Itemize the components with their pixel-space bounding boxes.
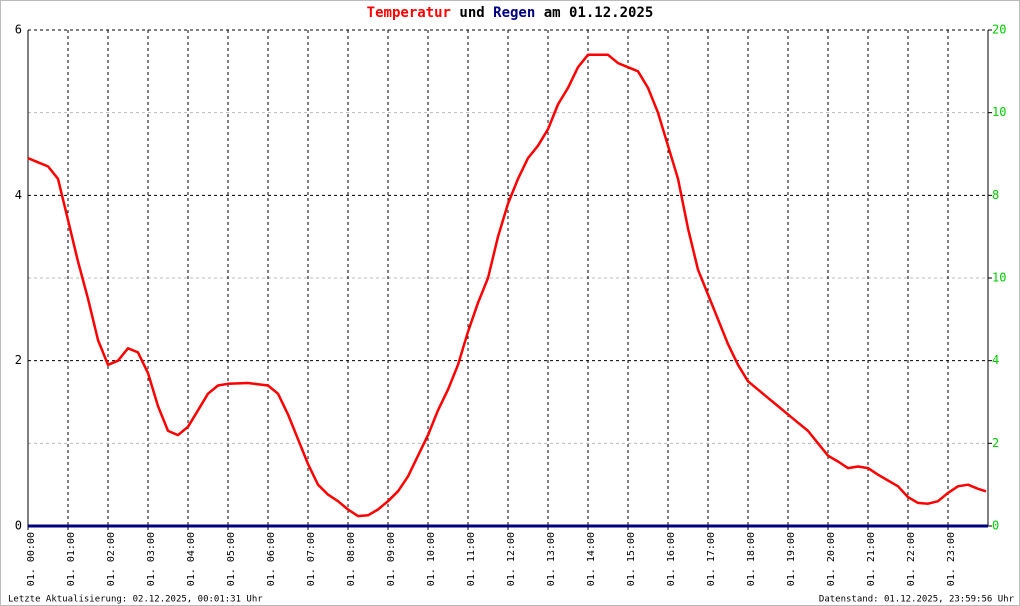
x-tick-label: 01. 12:00 [506,532,517,586]
footer-right: Datenstand: 01.12.2025, 23:59:56 Uhr [819,595,1015,605]
x-tick-label: 01. 04:00 [186,532,197,586]
x-tick-label: 01. 02:00 [106,532,117,586]
x-tick-label: 01. 15:00 [626,532,637,586]
x-tick-label: 01. 16:00 [666,532,677,586]
x-tick-label: 01. 09:00 [386,532,397,586]
y2-tick-label: 2 [992,436,999,450]
x-tick-label: 01. 03:00 [146,532,157,586]
y2-tick-label: 8 [992,188,999,202]
y-tick-label: 2 [15,353,22,367]
x-tick-label: 01. 05:00 [226,532,237,586]
y-tick-label: 4 [15,188,22,202]
y2-tick-label: 10 [992,105,1006,119]
title-part: Temperatur [367,5,451,21]
x-tick-label: 01. 07:00 [306,532,317,586]
x-tick-label: 01. 14:00 [586,532,597,586]
x-tick-label: 01. 06:00 [266,532,277,586]
y-tick-label: 6 [15,23,22,37]
x-tick-label: 01. 13:00 [546,532,557,586]
title-part: und [459,5,484,21]
y2-tick-label: 10 [992,271,1006,285]
x-tick-label: 01. 18:00 [746,532,757,586]
title-part: Regen [493,5,535,21]
x-tick-label: 01. 23:00 [946,532,957,586]
x-tick-label: 01. 21:00 [866,532,877,586]
y2-tick-label: 20 [992,23,1006,37]
footer-left: Letzte Aktualisierung: 02.12.2025, 00:01… [8,595,263,605]
x-tick-label: 01. 01:00 [66,532,77,586]
x-tick-label: 01. 00:00 [26,532,37,586]
y2-tick-label: 4 [992,353,999,367]
y-tick-label: 0 [15,519,22,533]
x-tick-label: 01. 10:00 [426,532,437,586]
x-tick-label: 01. 22:00 [906,532,917,586]
x-tick-label: 01. 11:00 [466,532,477,586]
x-tick-label: 01. 19:00 [786,532,797,586]
x-tick-label: 01. 20:00 [826,532,837,586]
x-tick-label: 01. 08:00 [346,532,357,586]
series-line [27,53,987,518]
title-part: am 01.12.2025 [544,5,654,21]
x-tick-label: 01. 17:00 [706,532,717,586]
y2-tick-label: 0 [992,519,999,533]
chart-title: Temperatur und Regen am 01.12.2025 [367,5,654,21]
